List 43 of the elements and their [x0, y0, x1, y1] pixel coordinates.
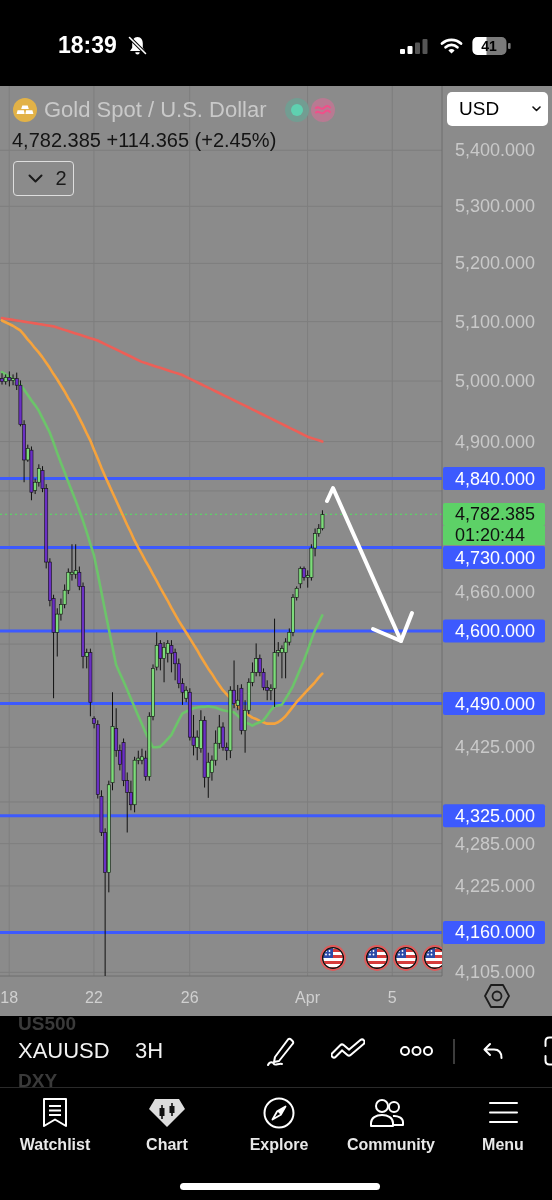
x-tick-label: 22: [85, 988, 103, 1006]
candlestick: [0, 372, 4, 386]
text: XAUUSD: [18, 1038, 110, 1064]
text: Explore: [249, 1135, 309, 1155]
y-tick-label: 4,285.000: [455, 833, 536, 854]
ref-line-label: 4,840.000: [455, 468, 536, 489]
y-tick-label: 4,425.000: [455, 737, 536, 758]
x-tick-label: 26: [180, 988, 199, 1006]
x-tick-label: 5: [387, 988, 397, 1006]
ref-line-label: 4,730.000: [455, 547, 536, 568]
y-tick-label: 4,225.000: [455, 875, 536, 896]
text: Menu: [482, 1135, 524, 1155]
text: Community: [347, 1135, 435, 1155]
candlestick: [162, 641, 166, 683]
annotation: 2: [55, 166, 67, 190]
candlestick: [11, 373, 15, 386]
text: 01:20:44: [455, 524, 526, 546]
text: USD: [459, 98, 500, 120]
ref-line-label: 4,325.000: [455, 805, 536, 826]
x-tick-label: Apr: [295, 988, 321, 1006]
y-tick-label: 4,900.000: [455, 431, 536, 452]
y-tick-label: 5,100.000: [455, 311, 536, 332]
text: Gold Spot / U.S. Dollar: [44, 97, 267, 123]
text: Watchlist: [19, 1135, 91, 1155]
text: DXY: [18, 1070, 58, 1092]
x-tick-label: 18: [0, 988, 19, 1006]
text: 3H: [135, 1038, 164, 1064]
text: 18:39: [58, 31, 117, 59]
line-series: [0, 316, 324, 443]
y-tick-label: 4,105.000: [455, 962, 536, 983]
y-tick-label: 4,660.000: [455, 582, 536, 603]
ref-line-label: 4,490.000: [455, 693, 536, 714]
text: US500: [18, 1013, 77, 1035]
line-series: [0, 370, 324, 749]
ref-line-label: 4,782.385: [455, 504, 536, 525]
y-tick-label: 5,000.000: [455, 371, 536, 392]
y-tick-label: 5,200.000: [455, 253, 536, 274]
y-tick-label: 5,400.000: [455, 140, 536, 161]
ref-line-label: 4,600.000: [455, 621, 536, 641]
text: 4,782.385 +114.365 (+2.45%): [12, 128, 277, 152]
ref-line-label: 4,160.000: [455, 922, 536, 943]
text: Chart: [146, 1135, 188, 1155]
y-tick-label: 5,300.000: [455, 196, 536, 217]
